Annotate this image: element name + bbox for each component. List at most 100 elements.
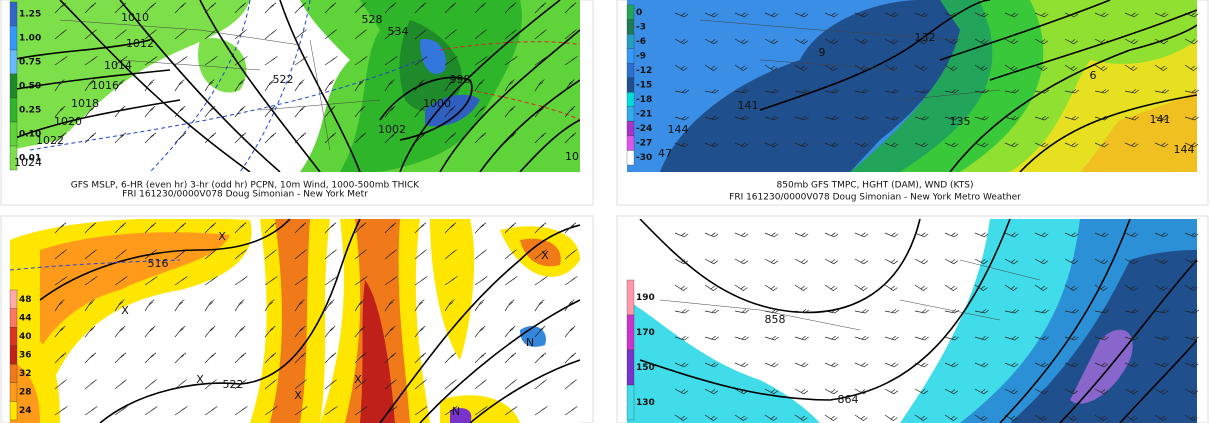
wind-barb: [1184, 64, 1198, 72]
wind-barb: [174, 222, 187, 234]
wind-barb: [1064, 388, 1079, 395]
wind-barb: [1034, 89, 1050, 94]
wind-barb: [84, 352, 97, 364]
wind-barb: [354, 276, 368, 286]
wind-barb: [704, 388, 719, 395]
wind-barb: [734, 388, 749, 395]
wind-barb: [114, 132, 127, 144]
wind-barb: [324, 222, 337, 234]
wind-barb: [1124, 258, 1139, 265]
wind-barb: [114, 352, 127, 364]
wind-barb: [1094, 388, 1109, 395]
wind-barb: [914, 388, 929, 395]
wind-barb: [474, 79, 485, 92]
wind-barb: [944, 115, 959, 121]
wind-barb: [1004, 232, 1019, 238]
legend-label: 0: [636, 8, 642, 18]
wind-barb: [54, 79, 65, 92]
wind-barb: [84, 222, 97, 234]
contour-label: 144: [668, 123, 689, 136]
wind-barb: [854, 142, 869, 148]
wind-barb: [414, 249, 427, 260]
wind-barb: [764, 284, 778, 292]
wind-barb: [914, 38, 929, 45]
legend-swatch: [9, 25, 18, 51]
wind-barb: [174, 2, 187, 14]
wind-barb: [534, 105, 546, 118]
wind-barb: [944, 89, 960, 94]
wind-barb: [1004, 284, 1018, 292]
wind-barb: [294, 29, 307, 40]
wind-barb: [794, 414, 808, 422]
wind-barb: [504, 222, 517, 234]
wind-barb: [854, 335, 869, 341]
wind-barb: [674, 232, 689, 238]
wind-barb: [504, 249, 517, 260]
wind-barb: [1034, 414, 1048, 422]
wind-barb: [534, 406, 548, 416]
wind-barb: [234, 56, 248, 66]
wind-barb: [734, 362, 749, 368]
wind-barb: [114, 56, 128, 66]
wind-barb: [414, 29, 427, 40]
wind-barb: [354, 132, 367, 144]
wind-barb: [354, 299, 365, 312]
wind-barb: [884, 258, 899, 265]
wind-barb: [1184, 414, 1198, 422]
legend-label: -15: [636, 81, 652, 91]
wind-barb: [884, 142, 899, 148]
wind-barb: [264, 299, 275, 312]
wind-barb: [1004, 362, 1019, 368]
wind-barb: [204, 29, 217, 40]
wind-barb: [824, 38, 839, 45]
wind-barb: [884, 89, 900, 94]
wind-barb: [234, 352, 247, 364]
wind-barb: [1004, 414, 1018, 422]
wind-barb: [1184, 388, 1199, 395]
wind-barb: [54, 29, 67, 40]
wind-barb: [354, 79, 365, 92]
wind-barb: [764, 12, 779, 18]
wind-barb: [564, 2, 577, 14]
wind-barb: [1034, 335, 1049, 341]
wind-barb: [444, 56, 458, 66]
wind-barb: [564, 276, 578, 286]
wind-barb: [204, 276, 218, 286]
contour-label: 1010: [121, 11, 149, 24]
wind-barb: [794, 64, 808, 72]
wind-barb: [1154, 284, 1168, 292]
wind-barb: [264, 29, 277, 40]
wind-barb: [1154, 232, 1169, 238]
wind-barb: [854, 89, 870, 94]
contour-label: 1016: [91, 79, 119, 92]
wind-barb: [974, 142, 989, 148]
wind-barb: [54, 132, 67, 144]
wind-barb: [84, 299, 95, 312]
wind-barb: [1124, 414, 1138, 422]
wind-barb: [674, 12, 689, 18]
wind-barb: [794, 38, 809, 45]
wind-barb: [294, 2, 307, 14]
contour-label: X: [218, 230, 226, 243]
wind-barb: [204, 2, 217, 14]
wind-barb: [204, 249, 217, 260]
wind-barb: [704, 64, 718, 72]
contour-label: N: [452, 405, 460, 418]
wind-barb: [824, 232, 839, 238]
legend-label: -6: [636, 37, 646, 47]
wind-barb: [114, 105, 126, 118]
wind-barb: [384, 79, 395, 92]
wind-barb: [854, 258, 869, 265]
wind-barb: [444, 222, 457, 234]
legend-swatch: [9, 308, 18, 328]
wind-barb: [384, 352, 397, 364]
wind-barb: [354, 222, 367, 234]
wind-barb: [474, 222, 487, 234]
wind-barb: [1034, 258, 1049, 265]
wind-barb: [734, 64, 748, 72]
wind-barb: [474, 2, 487, 14]
wind-barb: [84, 56, 98, 66]
wind-barb: [704, 362, 719, 368]
legend-swatch: [626, 92, 635, 107]
wind-barb: [414, 325, 426, 338]
